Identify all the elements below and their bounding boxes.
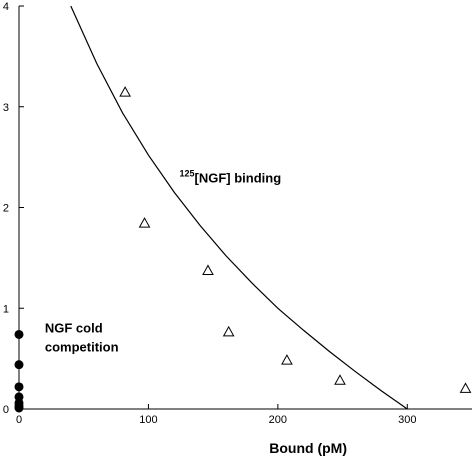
- tick-labels: 0 100 200 300 0 1 2 3 4: [3, 1, 417, 426]
- data-points-layer: [14, 86, 472, 413]
- circle-point: [14, 360, 24, 370]
- annotations-layer: 125[NGF] binding NGF cold competition: [45, 168, 281, 354]
- annotation-superscript: 125: [179, 168, 194, 178]
- triangle-point: [459, 382, 472, 393]
- x-tick-label: 200: [269, 414, 287, 426]
- triangle-point: [138, 217, 151, 228]
- triangle-point: [222, 325, 235, 337]
- circle-point: [14, 403, 24, 413]
- triangle-point: [281, 354, 293, 365]
- x-tick-label: 0: [16, 414, 22, 426]
- y-tick-label: 3: [3, 102, 9, 114]
- triangle-point: [119, 86, 131, 97]
- circle-point: [14, 382, 24, 392]
- annotation-label: competition: [45, 340, 119, 355]
- y-tick-label: 2: [3, 203, 9, 215]
- annotation-text: [NGF] binding: [195, 170, 282, 185]
- x-axis-title: Bound (pM): [269, 440, 347, 456]
- x-tick-label: 300: [398, 414, 416, 426]
- annotation-label: 125[NGF] binding: [179, 168, 281, 185]
- fit-curve: [70, 5, 408, 410]
- y-tick-label: 0: [3, 404, 9, 416]
- y-tick-label: 1: [3, 303, 9, 315]
- y-tick-label: 4: [3, 1, 9, 13]
- x-tick-label: 100: [139, 414, 157, 426]
- triangle-point: [202, 264, 214, 275]
- circle-point: [14, 329, 24, 339]
- annotation-label: NGF cold: [45, 320, 103, 335]
- fit-curve-layer: [70, 5, 408, 410]
- triangle-point: [334, 374, 346, 385]
